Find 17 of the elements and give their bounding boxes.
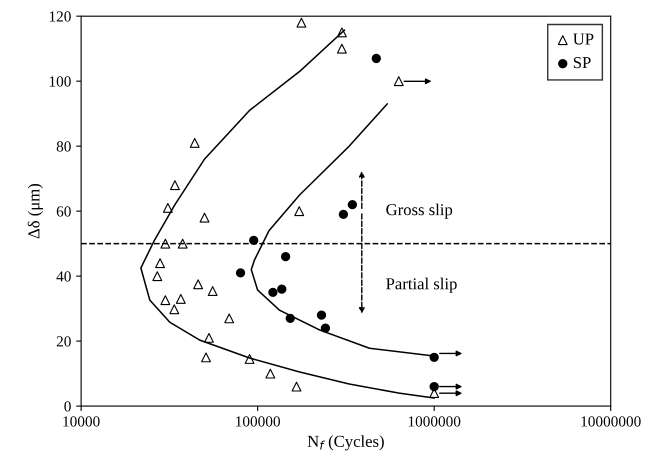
x-axis-title: N$_{f}$ (Cycles)	[308, 435, 384, 450]
legend-label: SP	[574, 57, 591, 68]
y-tick-label: 120	[50, 11, 71, 22]
y-tick-label: 40	[56, 271, 71, 282]
y-axis-title: Δδ (μm)	[28, 184, 43, 238]
annotation: Gross slip	[386, 204, 452, 219]
y-tick-label: 80	[56, 141, 71, 152]
x-tick-label: 1000000	[408, 416, 460, 427]
annotation: Partial slip	[386, 278, 457, 293]
y-tick-label: 20	[56, 336, 71, 347]
x-tick-label: 10000000	[581, 416, 641, 427]
x-tick-label: 10000	[63, 416, 100, 427]
y-tick-label: 100	[50, 76, 71, 87]
legend-label: UP	[573, 34, 594, 45]
y-tick-label: 0	[64, 401, 71, 412]
y-tick-label: 60	[56, 206, 71, 217]
x-tick-label: 100000	[236, 416, 280, 427]
